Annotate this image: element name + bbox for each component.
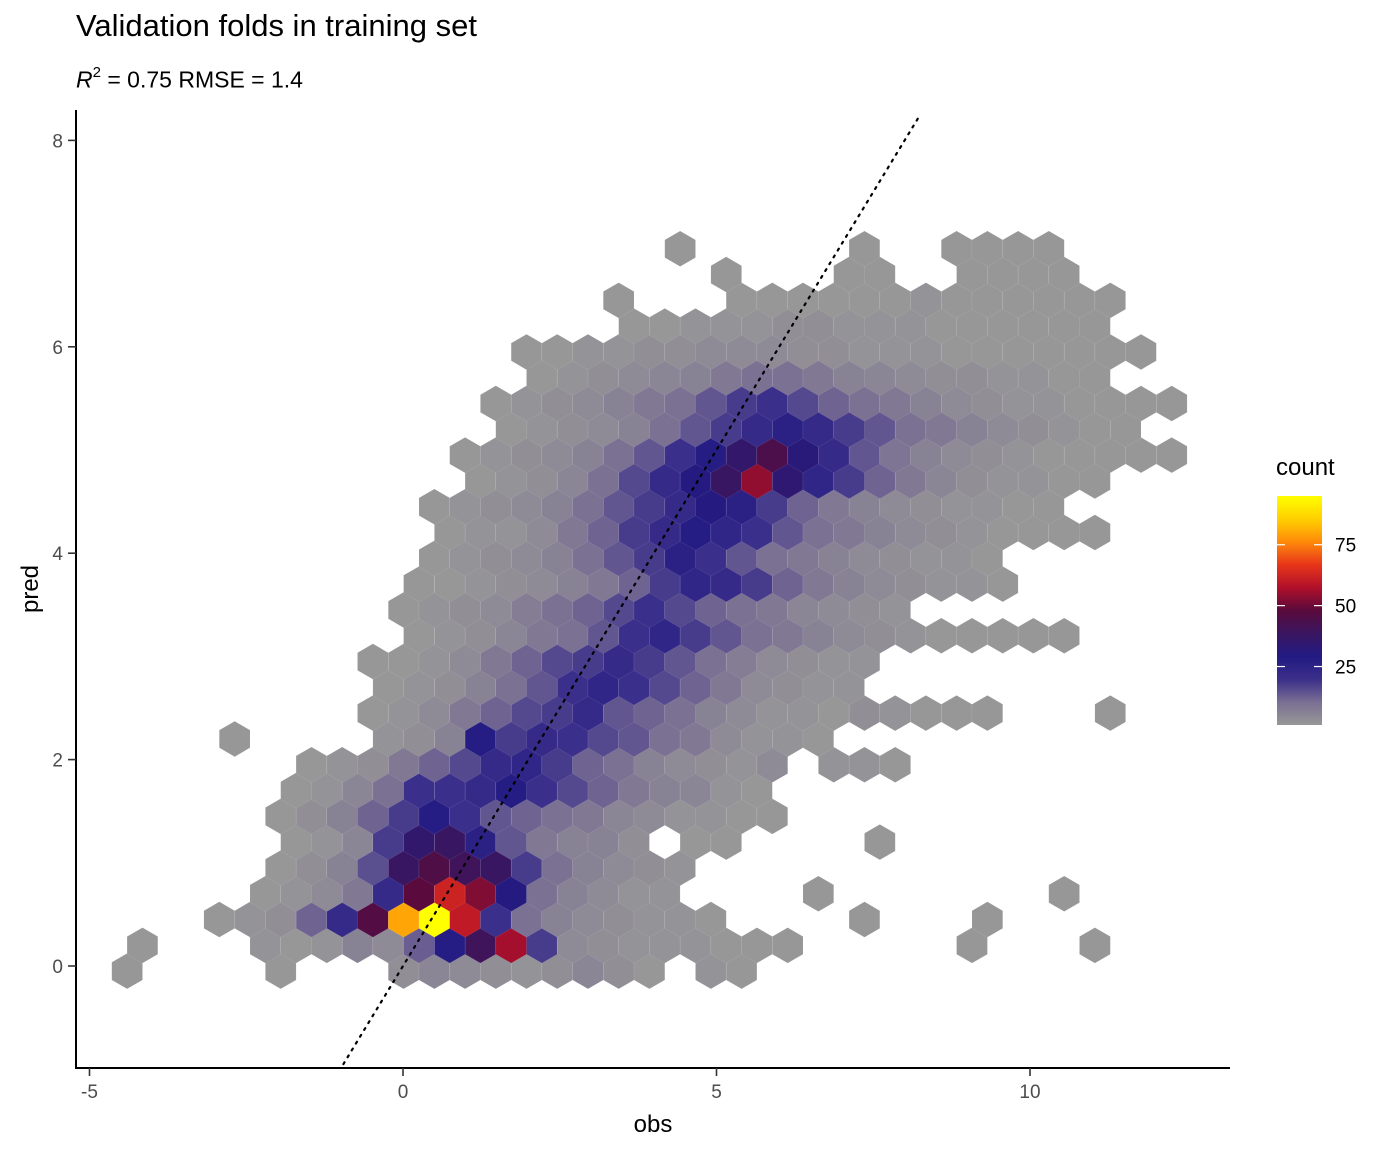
axes: -5 0 5 10 0 2 4 6 8 obs pred xyxy=(17,110,1230,1138)
hex-bin xyxy=(1156,437,1188,474)
hex-bin xyxy=(848,746,881,783)
chart-title: Validation folds in training set xyxy=(76,8,477,43)
x-tick-label: 5 xyxy=(711,1082,722,1103)
hex-layer xyxy=(111,230,1188,990)
hex-bin xyxy=(940,695,973,732)
colorbar-label: 25 xyxy=(1335,658,1356,679)
hex-bin xyxy=(1017,617,1050,654)
hex-bin xyxy=(126,927,159,964)
hex-bin xyxy=(1048,617,1080,654)
hex-bin xyxy=(879,695,911,732)
y-tick-label: 0 xyxy=(52,957,63,978)
hex-bin xyxy=(695,901,727,938)
hex-bin xyxy=(1079,927,1111,964)
hex-bin xyxy=(848,230,881,267)
y-tick-label: 6 xyxy=(52,338,63,359)
hex-bin xyxy=(771,927,804,964)
hex-bin xyxy=(1033,230,1065,267)
hex-bin xyxy=(848,901,881,938)
legend-title: count xyxy=(1276,454,1335,481)
hex-bin xyxy=(664,230,696,267)
x-tick-label: 0 xyxy=(398,1082,409,1103)
hex-bin xyxy=(710,256,742,293)
y-tick-label: 8 xyxy=(52,131,63,152)
hex-bin xyxy=(987,617,1019,654)
y-tick-label: 4 xyxy=(52,544,63,565)
hex-bin xyxy=(602,282,635,319)
hex-bin xyxy=(864,824,896,861)
y-tick-label: 2 xyxy=(52,751,63,772)
hex-bin xyxy=(910,695,942,732)
hex-bin xyxy=(802,875,835,912)
hex-bin xyxy=(1048,875,1080,912)
hex-bin xyxy=(879,746,911,783)
colorbar-label: 50 xyxy=(1335,597,1356,618)
hex-bin xyxy=(925,617,957,654)
x-tick-label: -5 xyxy=(81,1082,98,1103)
colorbar xyxy=(1277,496,1322,725)
y-axis-label: pred xyxy=(17,565,44,613)
x-axis-label: obs xyxy=(634,1111,673,1138)
hex-bin xyxy=(956,617,988,654)
hex-bin xyxy=(219,720,251,758)
hex-bin xyxy=(1125,333,1157,371)
legend: 25 50 75 xyxy=(1277,496,1356,725)
hex-bin xyxy=(1079,514,1111,551)
hex-bin xyxy=(971,695,1004,732)
colorbar-label: 75 xyxy=(1335,536,1356,557)
r2-rmse-text: = 0.75 RMSE = 1.4 xyxy=(100,66,303,93)
identity-reference-line xyxy=(342,113,922,1066)
hex-bin xyxy=(1094,695,1126,732)
r2-exponent: 2 xyxy=(92,64,101,81)
hex-bin xyxy=(1156,385,1188,422)
x-tick-label: 10 xyxy=(1019,1082,1040,1103)
reference-line-layer xyxy=(342,113,922,1066)
chart-subtitle: R2 = 0.75 RMSE = 1.4 xyxy=(76,64,303,94)
hex-bin xyxy=(971,901,1004,938)
hex-bin xyxy=(1094,282,1126,319)
hex-bin xyxy=(203,901,235,938)
r2-symbol: R xyxy=(76,66,93,93)
